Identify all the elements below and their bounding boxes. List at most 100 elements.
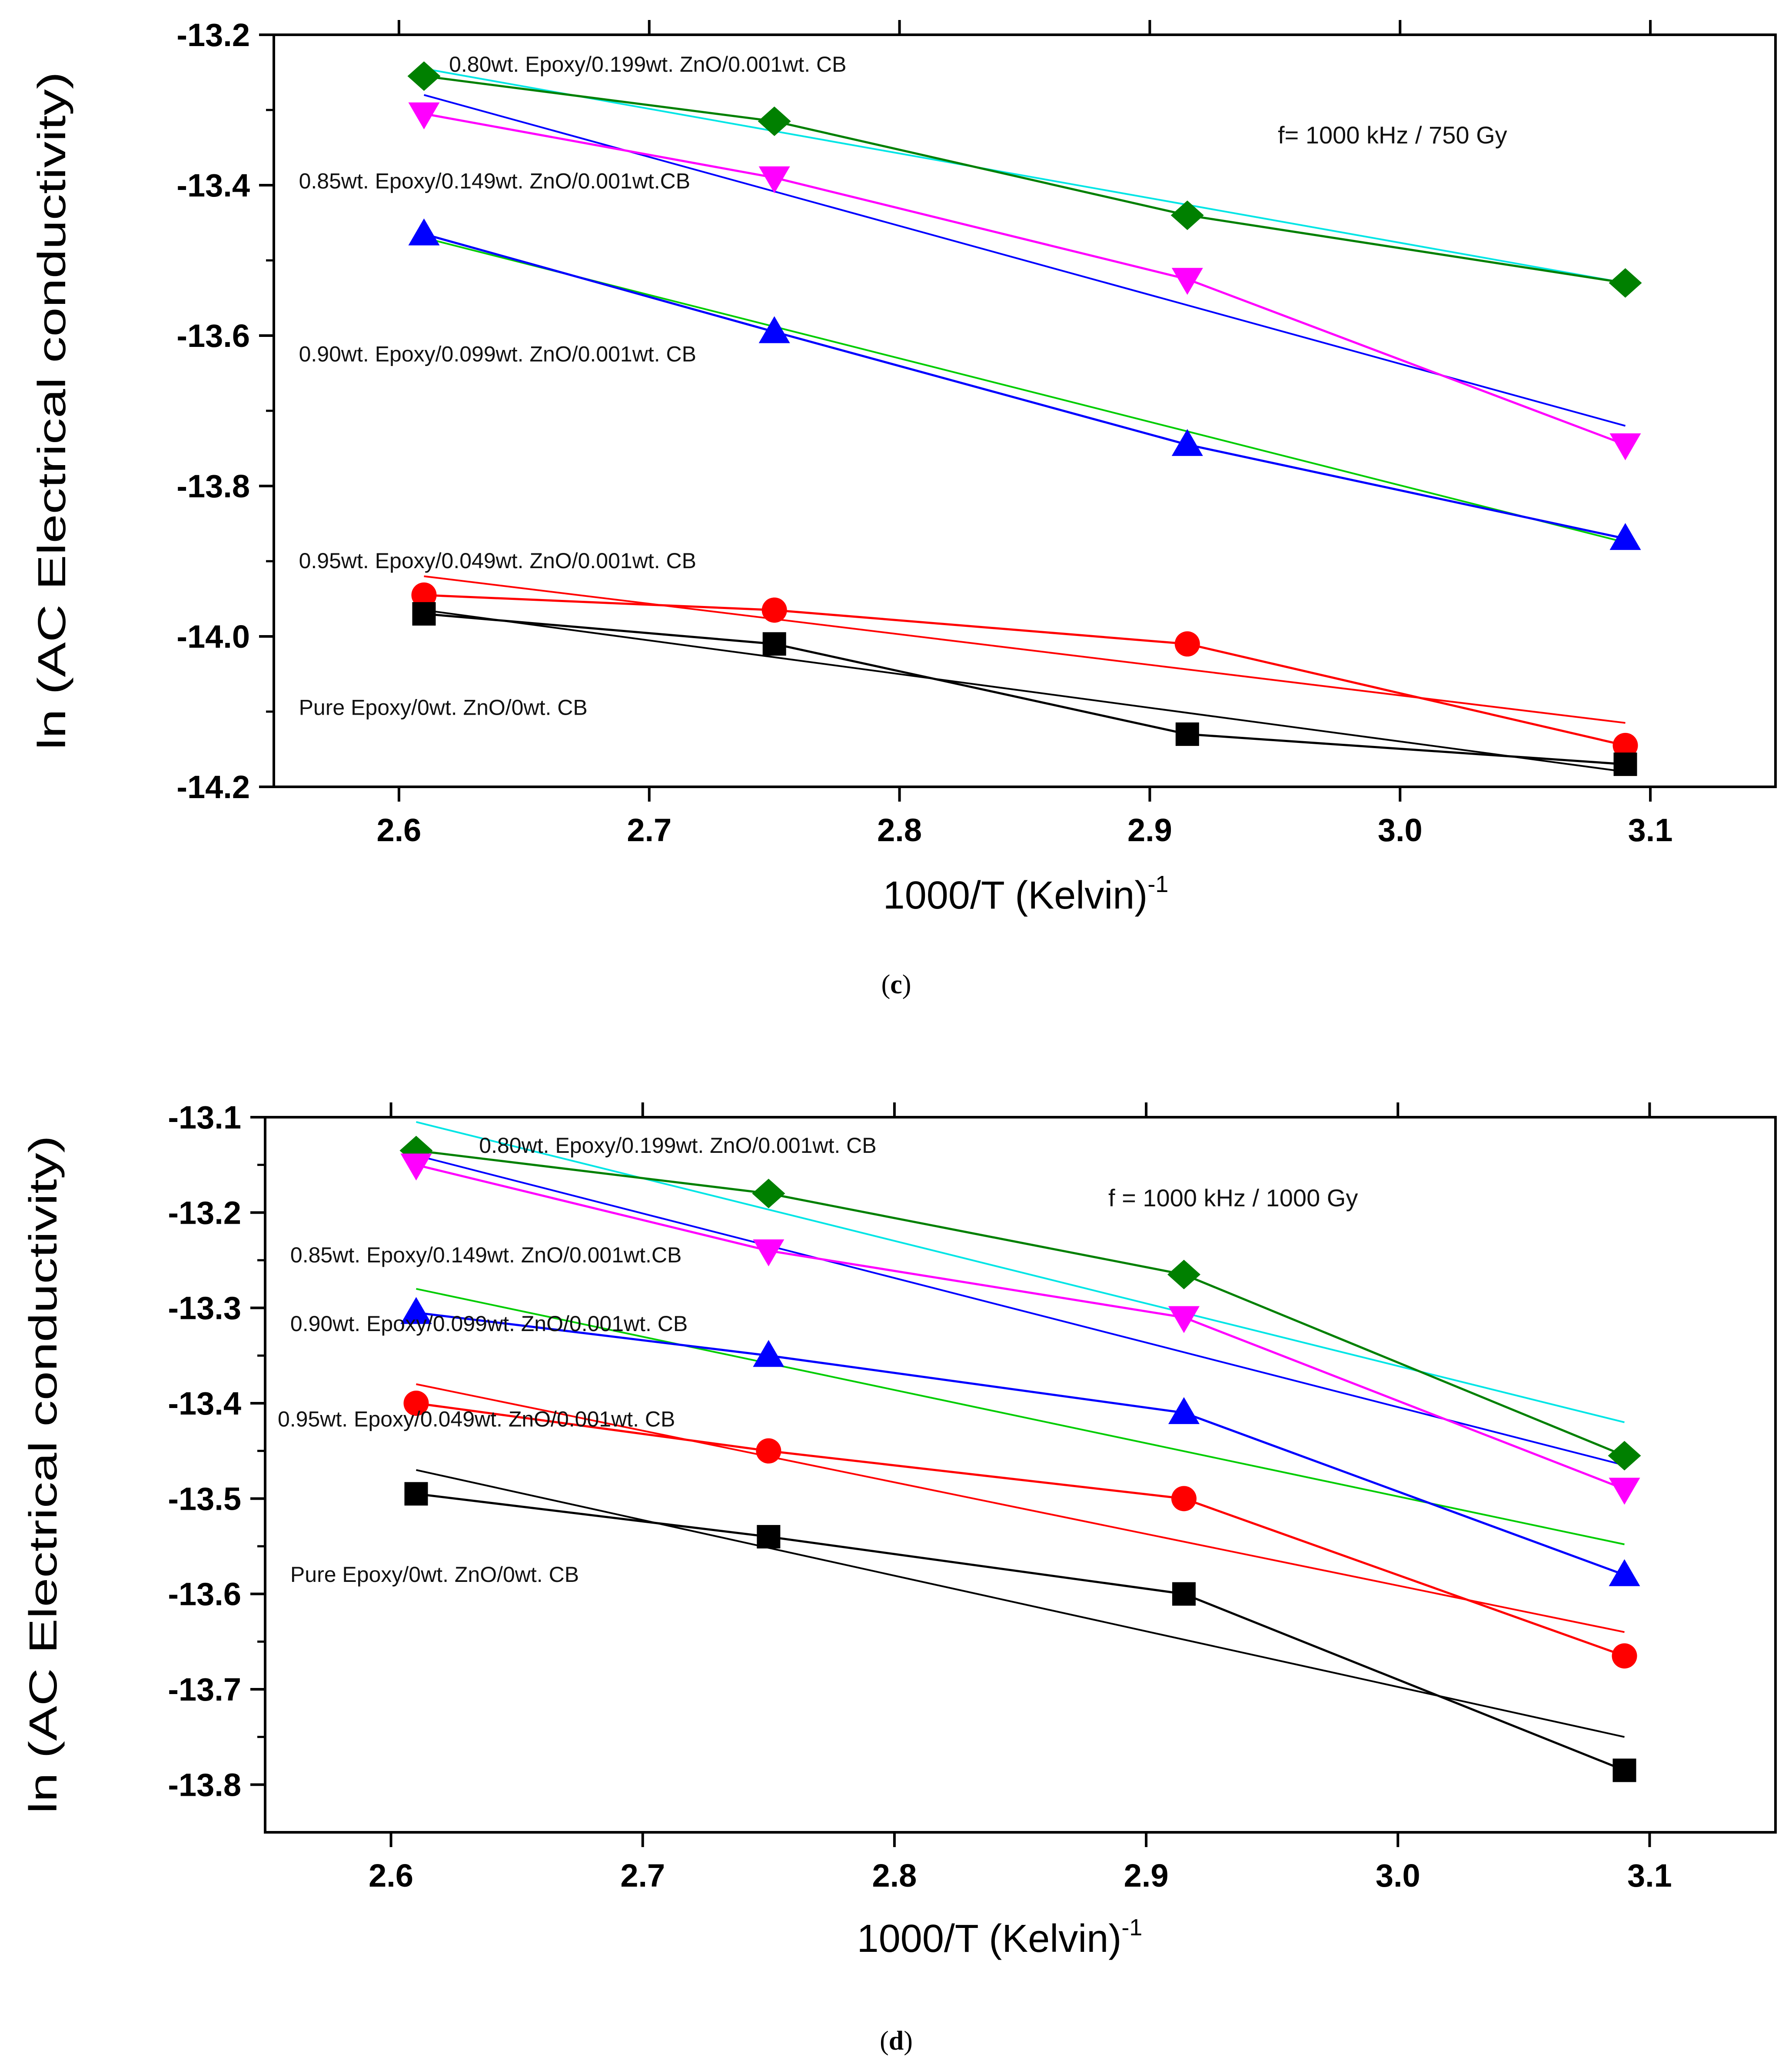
series-line-4 <box>416 1402 1625 1657</box>
y-axis-label: ln (AC Electrical conductivity) <box>22 1135 65 1814</box>
series-line-5 <box>416 1492 1625 1771</box>
x-axis-label-text: 1000/T (Kelvin) <box>883 874 1148 917</box>
data-point-series-5 <box>762 632 786 656</box>
x-tick-label: 3.1 <box>1627 1858 1672 1894</box>
data-point-series-2 <box>1171 268 1203 295</box>
x-tick-label: 3.0 <box>1376 1858 1420 1894</box>
series-line-2 <box>416 1164 1625 1490</box>
data-point-series-2 <box>400 1153 432 1181</box>
x-tick-label: 2.8 <box>877 812 922 848</box>
fit-line-series-4 <box>416 1383 1625 1633</box>
series-line-2 <box>424 113 1626 446</box>
x-axis-label: 1000/T (Kelvin)-1 <box>857 1914 1143 1961</box>
data-point-series-4 <box>1612 732 1638 758</box>
series-annotation-4: 0.95wt. Epoxy/0.049wt. ZnO/0.001wt. CB <box>278 1407 675 1431</box>
fit-line-series-5 <box>416 1469 1625 1738</box>
data-point-series-3 <box>408 218 440 246</box>
x-tick-label: 3.1 <box>1628 812 1673 848</box>
y-tick-label: -13.7 <box>168 1671 241 1708</box>
y-axis-label: ln (AC Electrical conductivity) <box>30 72 74 750</box>
x-axis-label-text: 1000/T (Kelvin) <box>857 1917 1122 1961</box>
data-point-series-1 <box>758 106 791 136</box>
y-tick-label: -13.2 <box>176 17 250 53</box>
data-point-series-4 <box>403 1391 429 1416</box>
y-tick-label: -13.5 <box>168 1481 241 1517</box>
series-annotation-4: 0.95wt. Epoxy/0.049wt. ZnO/0.001wt. CB <box>299 549 696 573</box>
condition-label: f = 1000 kHz / 1000 Gy <box>1108 1184 1358 1212</box>
series-annotation-5: Pure Epoxy/0wt. ZnO/0wt. CB <box>290 1562 579 1587</box>
y-tick-label: -13.8 <box>176 468 250 504</box>
data-point-series-4 <box>756 1438 781 1464</box>
data-point-series-3 <box>753 1340 785 1367</box>
data-point-series-3 <box>758 316 790 343</box>
x-tick-label: 2.6 <box>376 812 421 848</box>
data-point-series-4 <box>411 582 437 608</box>
data-point-series-2 <box>1609 433 1641 460</box>
data-point-series-3 <box>1171 429 1203 456</box>
data-point-series-1 <box>1167 1259 1200 1289</box>
x-tick-label: 2.7 <box>620 1858 665 1894</box>
series-annotation-1: 0.80wt. Epoxy/0.199wt. ZnO/0.001wt. CB <box>479 1133 876 1158</box>
y-tick-label: -13.6 <box>168 1576 241 1612</box>
panel-label: d <box>889 2026 904 2056</box>
chart-panel-d: 0.80wt. Epoxy/0.199wt. ZnO/0.001wt. CB 0.… <box>22 1099 1777 2056</box>
y-tick-label: -13.6 <box>176 318 250 354</box>
series-annotation-3: 0.90wt. Epoxy/0.099wt. ZnO/0.001wt. CB <box>290 1312 688 1336</box>
data-point-series-3 <box>1609 523 1641 550</box>
y-tick-label: -14.0 <box>176 619 250 655</box>
series-annotation-5: Pure Epoxy/0wt. ZnO/0wt. CB <box>299 695 588 719</box>
data-point-series-4 <box>761 597 787 623</box>
x-tick-label: 2.6 <box>369 1858 413 1894</box>
y-tick-label: -13.8 <box>168 1767 241 1803</box>
y-tick-label: -13.4 <box>176 167 250 203</box>
series-line-3 <box>423 233 1626 540</box>
series-line-4 <box>424 594 1626 747</box>
fit-line-series-1 <box>424 67 1626 284</box>
y-tick-label: -13.1 <box>168 1099 241 1135</box>
series-line-5 <box>424 613 1626 766</box>
data-point-series-2 <box>758 166 790 193</box>
x-tick-label: 3.0 <box>1378 812 1423 848</box>
data-point-series-5 <box>412 602 436 626</box>
fit-line-series-2 <box>416 1154 1625 1466</box>
x-axis-label-superscript: -1 <box>1121 1914 1142 1941</box>
data-point-series-4 <box>1174 631 1200 657</box>
data-point-series-2 <box>1168 1306 1200 1333</box>
data-point-series-5 <box>1613 752 1637 776</box>
data-point-series-5 <box>1612 1758 1636 1782</box>
data-point-series-5 <box>1175 722 1199 746</box>
panel-caption: (d) <box>880 2026 913 2056</box>
panel-caption: (c) <box>881 970 911 999</box>
data-point-series-2 <box>753 1239 785 1267</box>
series-annotation-2: 0.85wt. Epoxy/0.149wt. ZnO/0.001wt.CB <box>299 169 690 193</box>
series-line-1 <box>424 75 1626 284</box>
x-tick-label: 2.7 <box>627 812 672 848</box>
data-point-series-4 <box>1612 1643 1637 1669</box>
series-annotation-2: 0.85wt. Epoxy/0.149wt. ZnO/0.001wt.CB <box>290 1243 682 1267</box>
panel-label: c <box>890 970 902 999</box>
fit-line-series-5 <box>424 609 1626 773</box>
x-tick-label: 2.8 <box>872 1858 917 1894</box>
condition-label: f= 1000 kHz / 750 Gy <box>1278 121 1507 149</box>
series-annotation-1: 0.80wt. Epoxy/0.199wt. ZnO/0.001wt. CB <box>449 52 846 77</box>
plot-frame <box>264 1116 1777 1834</box>
x-tick-label: 2.9 <box>1124 1858 1169 1894</box>
data-point-series-1 <box>1170 200 1204 230</box>
data-point-series-1 <box>407 61 441 91</box>
fit-line-series-3 <box>424 237 1626 543</box>
series-annotation-3: 0.90wt. Epoxy/0.099wt. ZnO/0.001wt. CB <box>299 342 696 366</box>
series-line-1 <box>416 1149 1625 1457</box>
series-line-3 <box>416 1312 1625 1576</box>
y-tick-label: -13.3 <box>168 1290 241 1326</box>
data-point-series-5 <box>1172 1582 1196 1606</box>
data-point-series-1 <box>1608 1441 1641 1471</box>
data-point-series-3 <box>1609 1559 1640 1586</box>
x-tick-label: 2.9 <box>1127 812 1172 848</box>
data-point-series-2 <box>1609 1478 1640 1505</box>
data-point-series-5 <box>757 1525 781 1549</box>
data-point-series-5 <box>404 1482 428 1506</box>
data-point-series-2 <box>408 102 440 130</box>
data-point-series-1 <box>752 1178 785 1208</box>
data-point-series-4 <box>1171 1486 1197 1511</box>
